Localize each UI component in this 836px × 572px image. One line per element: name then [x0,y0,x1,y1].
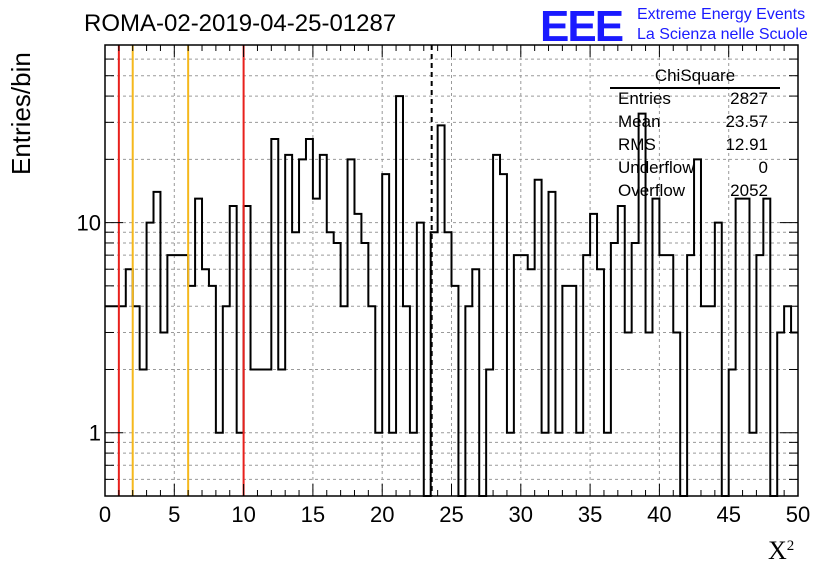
x-tick-label: 10 [231,502,255,527]
x-axis-label-sup: 2 [786,538,795,554]
x-tick-label: 35 [578,502,602,527]
y-axis-label: Entries/bin [6,52,36,175]
stats-value: 2827 [730,89,768,108]
x-tick-label: 40 [647,502,671,527]
x-tick-label: 50 [786,502,810,527]
stats-value: 0 [758,158,768,177]
x-tick-label: 30 [509,502,533,527]
stats-label: Entries [618,89,671,108]
stats-value: 2052 [730,181,768,200]
stats-row-entries: Entries 2827 [610,89,780,112]
stats-box: ChiSquare Entries 2827 Mean 23.57 RMS 12… [610,66,780,204]
x-axis-label: X2 [768,536,794,566]
logo-line-1: Extreme Energy Events [637,6,806,23]
stats-title: ChiSquare [610,66,780,89]
x-tick-label: 45 [716,502,740,527]
x-tick-label: 0 [99,502,111,527]
x-tick-label: 25 [439,502,463,527]
stats-value: 23.57 [725,112,768,131]
x-tick-label: 15 [301,502,325,527]
stats-label: Overflow [618,181,686,200]
eee-logo: EEE [540,2,624,51]
chart-title: ROMA-02-2019-04-25-01287 [84,10,397,37]
stats-row-overflow: Overflow 2052 [610,181,780,204]
x-tick-label: 20 [370,502,394,527]
y-tick-label: 1 [89,421,101,446]
logo-line-2: La Scienza nelle Scuole [637,26,808,43]
y-tick-label: 10 [77,211,101,236]
stats-label: RMS [618,135,656,154]
stats-label: Mean [618,112,661,131]
x-axis-label-main: X [768,536,787,565]
stats-row-rms: RMS 12.91 [610,135,780,158]
stats-label: Underflow [618,158,695,177]
stats-row-mean: Mean 23.57 [610,112,780,135]
histogram-line [105,95,798,497]
stats-row-underflow: Underflow 0 [610,158,780,181]
x-tick-label: 5 [168,502,180,527]
stats-value: 12.91 [725,135,768,154]
